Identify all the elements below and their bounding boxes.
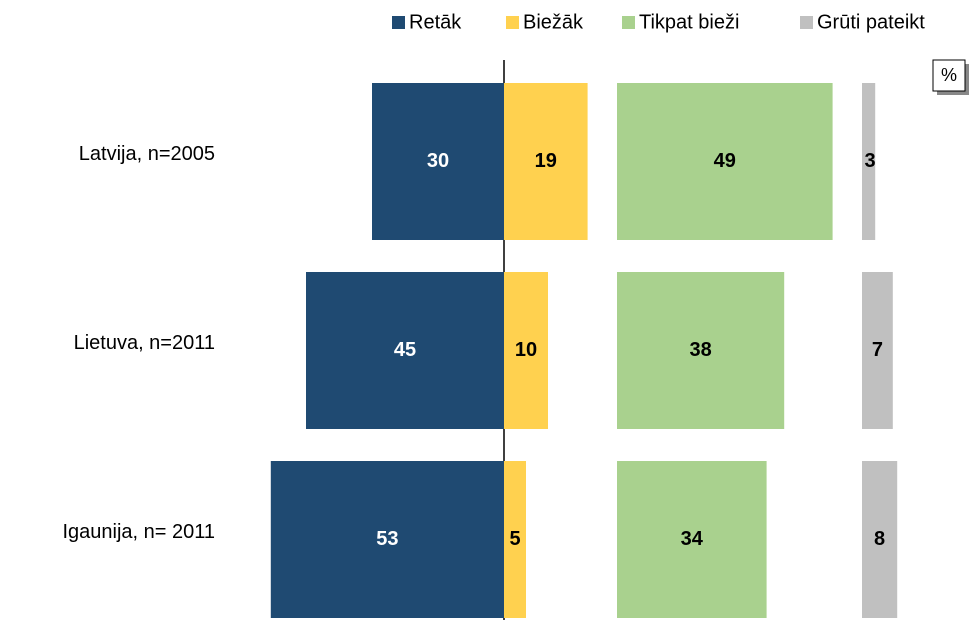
legend-label: Tikpat bieži — [639, 11, 739, 33]
legend-swatch — [506, 16, 519, 29]
value-label: 53 — [376, 528, 398, 550]
value-label: 45 — [394, 339, 416, 361]
value-label: 3 — [864, 150, 875, 172]
value-label: 10 — [515, 339, 537, 361]
category-label: Latvija, n=2005 — [79, 143, 215, 165]
value-label: 30 — [427, 150, 449, 172]
value-label: 38 — [689, 339, 711, 361]
value-label: 8 — [874, 528, 885, 550]
bar — [504, 272, 548, 429]
legend-label: Biežāk — [523, 11, 584, 33]
bar — [617, 461, 767, 618]
legend-label: Grūti pateikt — [817, 11, 925, 33]
legend-label: Retāk — [409, 11, 462, 33]
category-label: Igaunija, n= 2011 — [62, 521, 215, 543]
annotation-box — [932, 59, 966, 92]
bar — [862, 83, 876, 240]
value-label: 19 — [535, 150, 557, 172]
legend-swatch — [392, 16, 405, 29]
category-label: Lietuva, n=2011 — [74, 332, 215, 354]
value-label: 34 — [681, 528, 704, 550]
value-label: 5 — [509, 528, 520, 550]
bar — [862, 272, 893, 429]
bar — [270, 461, 504, 618]
value-label: 7 — [872, 339, 883, 361]
bar — [617, 83, 833, 240]
bar — [617, 272, 785, 429]
legend-swatch — [800, 16, 813, 29]
legend-swatch — [622, 16, 635, 29]
bar — [504, 461, 526, 618]
annotation: % — [941, 65, 957, 85]
bar — [504, 83, 588, 240]
bar — [862, 461, 898, 618]
bar — [372, 83, 504, 240]
bar — [306, 272, 504, 429]
value-label: 49 — [714, 150, 736, 172]
